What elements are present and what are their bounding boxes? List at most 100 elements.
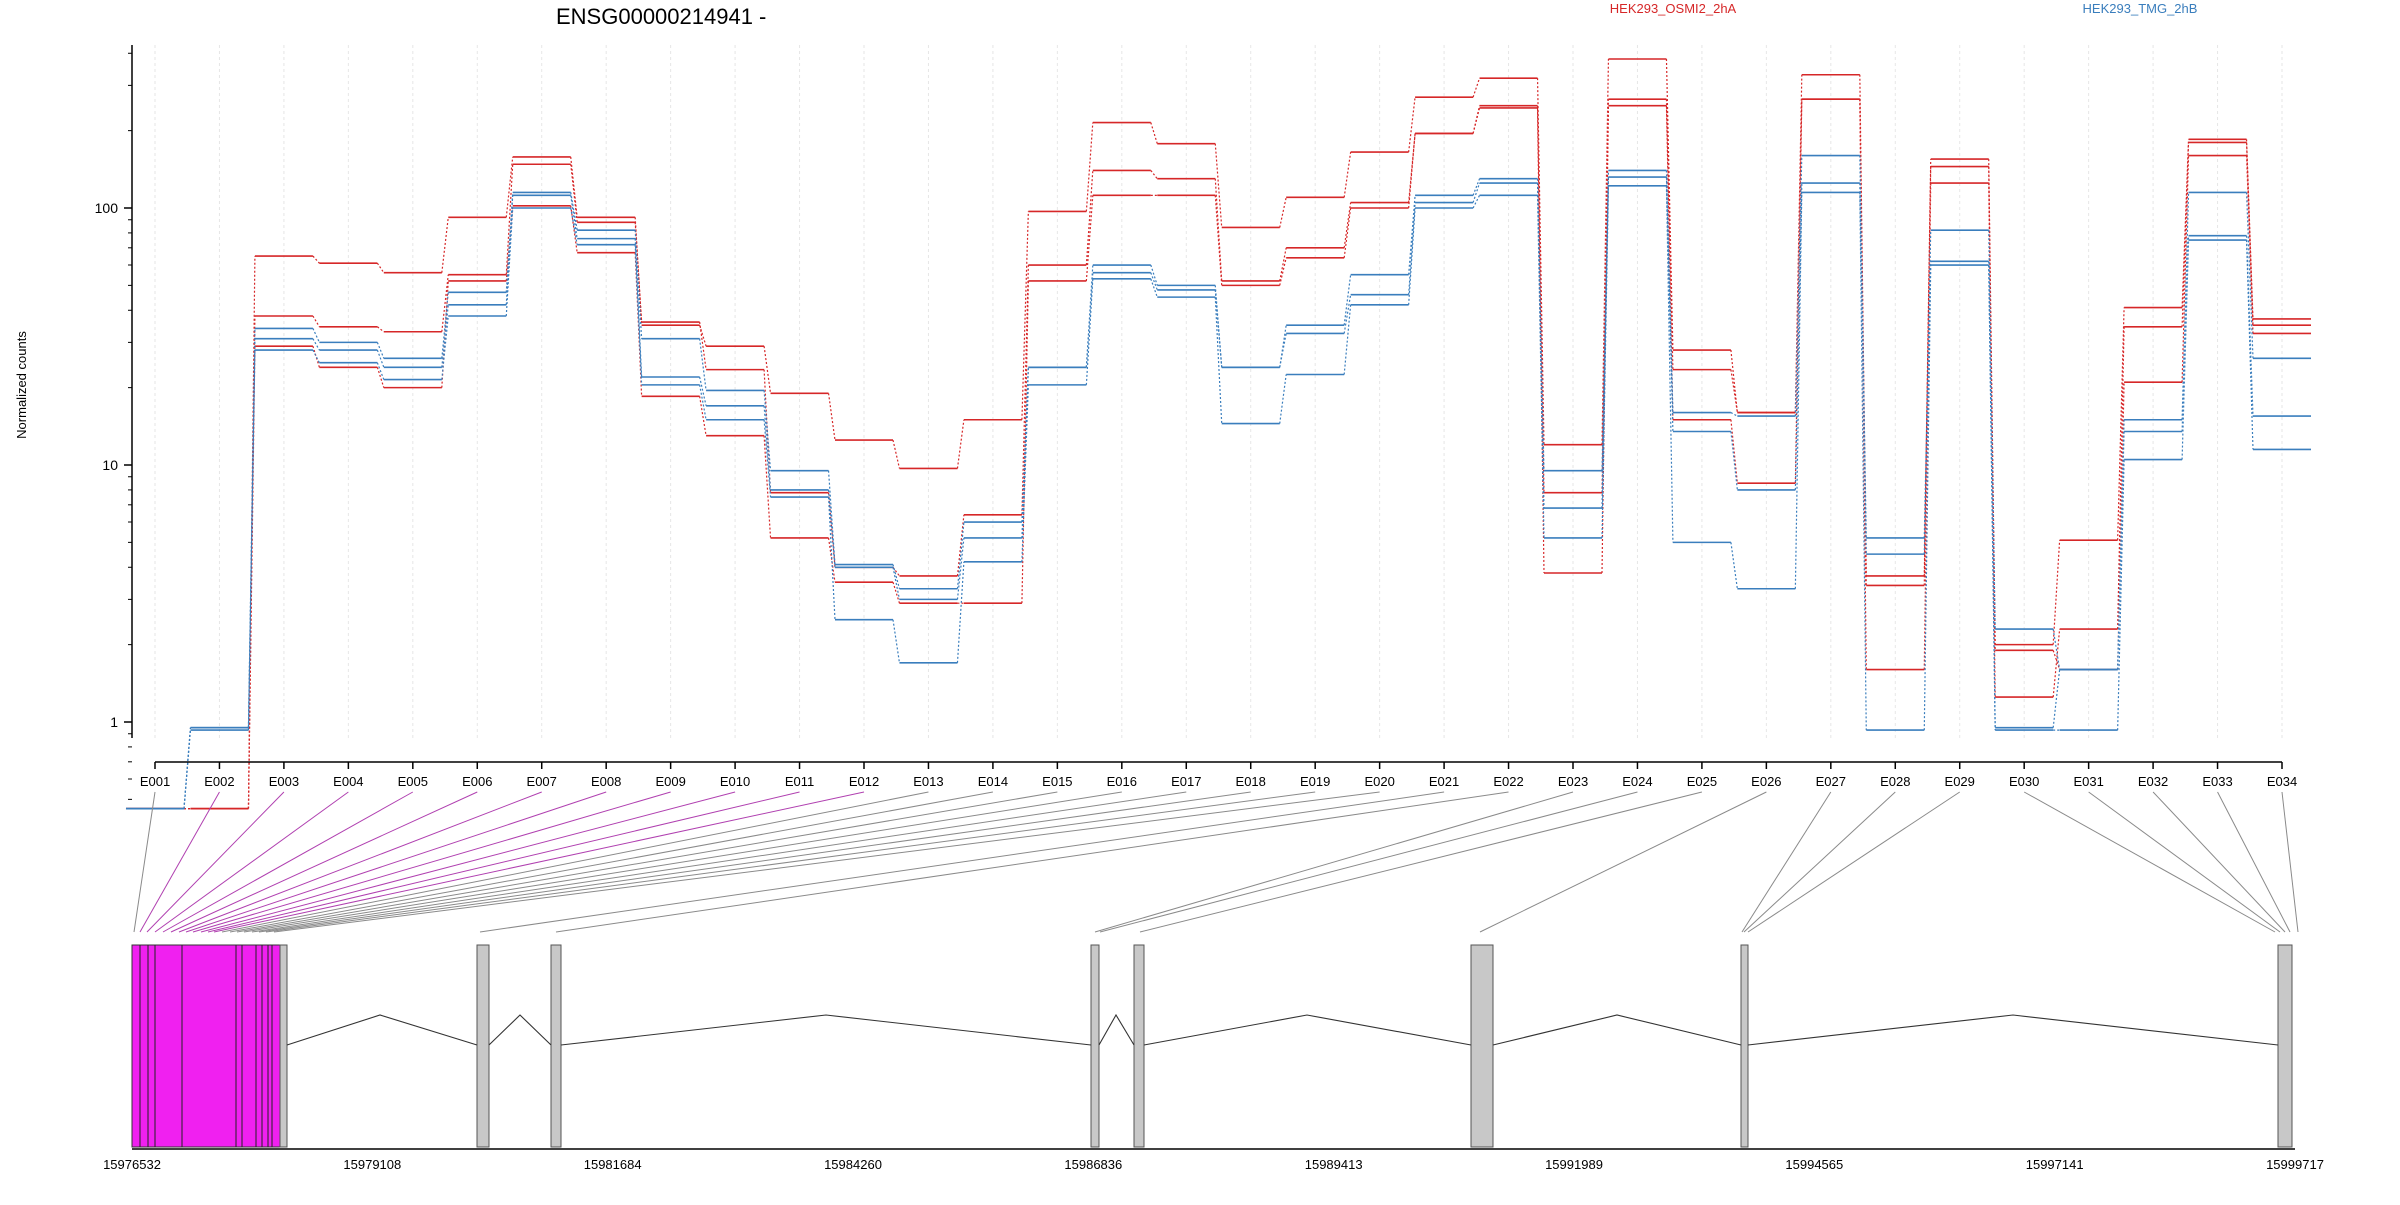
series-connector bbox=[247, 350, 256, 731]
series-connector bbox=[1794, 183, 1803, 490]
chart-title: ENSG00000214941 - bbox=[556, 4, 766, 29]
genome-tick-label: 15999717 bbox=[2266, 1157, 2324, 1172]
intron-line bbox=[488, 1014, 552, 1046]
exon-link bbox=[154, 791, 349, 933]
series-connector bbox=[1794, 155, 1803, 417]
series-connector bbox=[1343, 207, 1352, 258]
series-5 bbox=[125, 176, 2312, 810]
exon-link bbox=[1747, 791, 1961, 933]
x-tick-label: E023 bbox=[1558, 774, 1588, 789]
series-connector bbox=[892, 567, 901, 600]
exon-box bbox=[1133, 944, 1145, 1148]
genome-tick-label: 15997141 bbox=[2026, 1157, 2084, 1172]
series-connector bbox=[2052, 628, 2061, 698]
series-connector bbox=[827, 393, 836, 441]
exon-link bbox=[1099, 791, 1638, 933]
exon-box bbox=[1740, 944, 1749, 1148]
x-tick-label: E033 bbox=[2202, 774, 2232, 789]
x-tick-label: E006 bbox=[462, 774, 492, 789]
series-connector bbox=[441, 217, 449, 273]
series-2 bbox=[125, 98, 2312, 810]
series-connector bbox=[2117, 307, 2125, 541]
exon-links bbox=[133, 791, 2299, 933]
series-connector bbox=[1923, 265, 1932, 731]
x-tick-label: E011 bbox=[785, 774, 814, 789]
intron-line bbox=[1492, 1014, 1742, 1046]
exon-link bbox=[479, 791, 1445, 933]
series-connector bbox=[1085, 122, 1094, 212]
exon-link bbox=[265, 791, 1316, 933]
x-tick-label: E027 bbox=[1816, 774, 1846, 789]
series-connector bbox=[1923, 261, 1932, 555]
legend-item-osmi2: HEK293_OSMI2_2hA bbox=[1610, 1, 1737, 16]
series-layer bbox=[125, 58, 2312, 810]
series-connector bbox=[1472, 107, 1481, 134]
x-tick-label: E026 bbox=[1751, 774, 1781, 789]
x-tick-label: E019 bbox=[1300, 774, 1330, 789]
series-connector bbox=[376, 262, 385, 274]
x-tick-label: E031 bbox=[2073, 774, 2103, 789]
exon-link bbox=[213, 791, 865, 933]
series-connector bbox=[1408, 133, 1416, 209]
series-connector bbox=[2052, 540, 2061, 645]
series-connector bbox=[2245, 240, 2254, 450]
y-axis-label: Normalized counts bbox=[14, 331, 29, 439]
series-connector bbox=[1665, 58, 1674, 351]
genome-ticks: 15976532 15979108 15981684 15984260 15986836… bbox=[103, 1148, 2324, 1172]
series-connector bbox=[2181, 139, 2190, 308]
series-connector bbox=[1730, 542, 1738, 589]
x-tick-label: E009 bbox=[655, 774, 685, 789]
series-connector bbox=[1214, 178, 1223, 282]
x-tick-label: E018 bbox=[1236, 774, 1266, 789]
exon-box bbox=[476, 944, 490, 1148]
series-connector bbox=[1214, 143, 1223, 228]
series-connector bbox=[441, 292, 449, 359]
series-connector bbox=[956, 561, 965, 663]
series-connector bbox=[1988, 265, 1996, 731]
exon-link bbox=[185, 791, 607, 933]
series-connector bbox=[1021, 367, 1029, 539]
series-connector bbox=[1665, 185, 1674, 543]
series-connector bbox=[1279, 247, 1287, 282]
x-tick-label: E025 bbox=[1687, 774, 1717, 789]
series-connector bbox=[1730, 419, 1738, 484]
exon-link bbox=[2088, 791, 2281, 933]
series-connector bbox=[1408, 202, 1416, 295]
series-connector bbox=[1021, 211, 1029, 420]
exon-link bbox=[2281, 791, 2299, 933]
series-6 bbox=[125, 185, 2312, 810]
series-connector bbox=[1988, 183, 1996, 651]
exon-link bbox=[192, 791, 671, 933]
x-tick-label: E004 bbox=[333, 774, 363, 789]
x-tick-label: E010 bbox=[720, 774, 750, 789]
x-tick-label: E032 bbox=[2138, 774, 2168, 789]
series-connector bbox=[505, 164, 514, 275]
series-connector bbox=[1150, 278, 1158, 298]
intron-line bbox=[1098, 1013, 1135, 1046]
series-connector bbox=[376, 362, 385, 380]
exon-link bbox=[1743, 791, 1896, 933]
series-connector bbox=[1472, 195, 1481, 209]
x-tick-label: E017 bbox=[1171, 774, 1201, 789]
legend-item-tmg: HEK293_TMG_2hB bbox=[2083, 1, 2198, 16]
series-connector bbox=[1150, 264, 1158, 286]
exon-link bbox=[162, 791, 414, 933]
series-1 bbox=[125, 58, 2312, 810]
series-connector bbox=[2052, 669, 2061, 728]
gene-model bbox=[131, 944, 2293, 1148]
series-connector bbox=[1214, 297, 1223, 424]
series-connector bbox=[1279, 257, 1287, 286]
series-connector bbox=[763, 390, 772, 471]
exon-box bbox=[1090, 944, 1100, 1148]
series-connector bbox=[1536, 78, 1545, 445]
series-connector bbox=[827, 537, 836, 583]
x-tick-label: E030 bbox=[2009, 774, 2039, 789]
x-ticks: E001 E002 E003 E004 E005 E006 E007 E008 E009 E010… bbox=[140, 762, 2297, 789]
exon-box bbox=[1470, 944, 1494, 1148]
series-connector bbox=[183, 730, 192, 809]
genome-tick-label: 15981684 bbox=[584, 1157, 642, 1172]
series-connector bbox=[441, 274, 449, 332]
intron-line bbox=[1143, 1014, 1472, 1046]
series-connector bbox=[892, 619, 901, 663]
series-connector bbox=[827, 489, 836, 568]
